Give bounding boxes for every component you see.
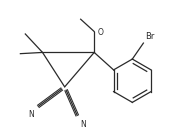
Text: Br: Br <box>145 32 154 41</box>
Text: O: O <box>97 28 103 37</box>
Text: N: N <box>80 120 86 129</box>
Text: N: N <box>29 110 34 119</box>
